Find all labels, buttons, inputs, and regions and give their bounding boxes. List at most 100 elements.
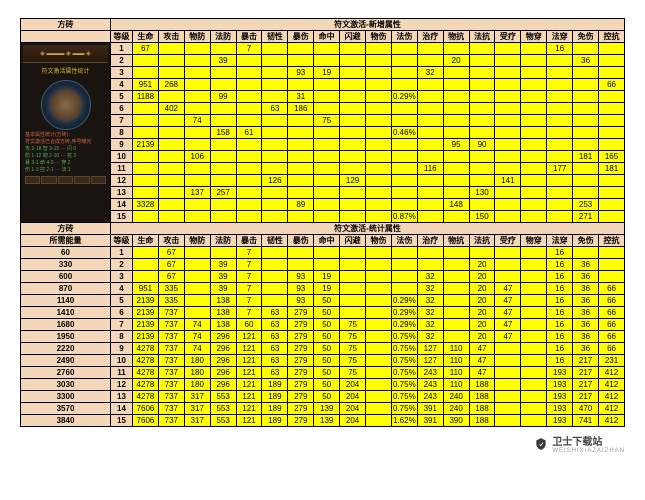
data-cell: 20 [469,331,495,343]
data-cell: 32 [417,271,443,283]
data-cell [340,43,366,55]
data-cell [184,259,210,271]
data-cell: 204 [340,379,366,391]
col-header: 攻击 [158,235,184,247]
data-cell [184,67,210,79]
data-cell [133,163,159,175]
data-cell [417,199,443,211]
data-cell [443,79,469,91]
data-cell: 7 [236,307,262,319]
data-cell: 50 [314,391,340,403]
data-cell: 67 [158,271,184,283]
data-cell [340,91,366,103]
data-cell: 188 [469,403,495,415]
data-cell: 193 [547,403,573,415]
data-cell [521,55,547,67]
data-cell [236,163,262,175]
data-cell: 257 [210,187,236,199]
data-cell: 279 [288,319,314,331]
data-cell: 0.75% [391,343,417,355]
col-header: 物防 [184,235,210,247]
data-cell: 16 [547,331,573,343]
data-cell [314,43,340,55]
data-cell: 0.29% [391,91,417,103]
data-cell: 0.75% [391,379,417,391]
data-cell [314,139,340,151]
data-cell [521,283,547,295]
data-cell [262,91,288,103]
data-cell [133,151,159,163]
data-cell [495,355,521,367]
row-energy: 3840 [21,415,111,427]
data-cell [521,367,547,379]
data-cell [184,127,210,139]
data-cell [521,259,547,271]
data-cell [495,379,521,391]
data-cell [599,139,625,151]
data-cell [210,175,236,187]
data-cell [262,127,288,139]
data-cell: 89 [288,199,314,211]
data-cell [314,211,340,223]
data-cell [262,199,288,211]
data-cell: 189 [262,415,288,427]
data-cell [366,115,392,127]
data-cell [469,103,495,115]
data-cell [521,319,547,331]
data-cell: 4278 [133,343,159,355]
data-cell: 121 [236,391,262,403]
data-cell [314,79,340,91]
data-cell [366,391,392,403]
data-cell: 193 [547,379,573,391]
data-cell: 31 [288,91,314,103]
data-cell: 217 [573,367,599,379]
data-cell [443,43,469,55]
data-cell: 204 [340,415,366,427]
data-cell [547,67,573,79]
data-cell: 50 [314,319,340,331]
data-cell: 217 [573,379,599,391]
data-cell [417,151,443,163]
data-cell [495,343,521,355]
data-cell: 66 [599,295,625,307]
data-cell [184,247,210,259]
data-cell: 193 [547,367,573,379]
data-cell [340,283,366,295]
data-cell: 20 [469,259,495,271]
data-cell [366,127,392,139]
data-cell: 36 [573,343,599,355]
col-header: 命中 [314,31,340,43]
data-cell [366,43,392,55]
data-cell [158,67,184,79]
data-cell [573,115,599,127]
data-cell [573,127,599,139]
col-header: 控抗 [599,235,625,247]
data-cell: 66 [599,319,625,331]
data-cell: 0.29% [391,319,417,331]
data-cell [262,271,288,283]
data-cell [599,115,625,127]
data-cell [366,271,392,283]
data-cell [547,175,573,187]
data-cell [340,127,366,139]
data-cell [133,127,159,139]
data-cell [340,79,366,91]
data-cell: 74 [184,319,210,331]
data-cell: 50 [314,295,340,307]
data-cell [288,247,314,259]
data-cell [573,163,599,175]
data-cell [184,283,210,295]
data-cell [340,55,366,67]
row-level: 3 [111,67,133,79]
data-cell [262,211,288,223]
data-cell [417,91,443,103]
data-cell: 36 [573,331,599,343]
data-cell [391,43,417,55]
data-cell: 335 [158,295,184,307]
data-cell: 7 [236,283,262,295]
row-level: 13 [111,187,133,199]
data-cell [340,163,366,175]
data-cell [521,247,547,259]
row-level: 13 [111,391,133,403]
row-level: 12 [111,379,133,391]
